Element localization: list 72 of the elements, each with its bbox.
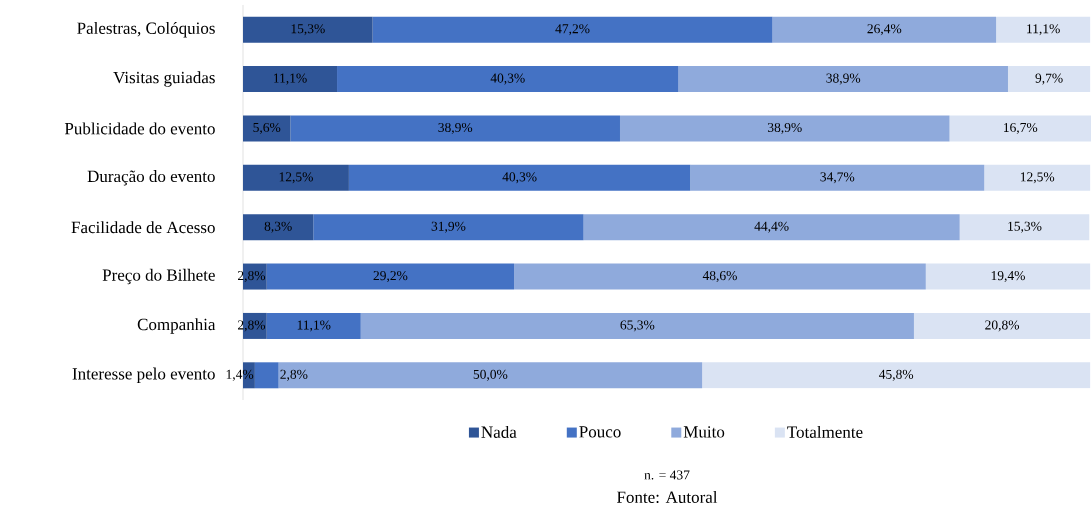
y-tick-label: Preço do Bilhete xyxy=(102,268,215,285)
legend-label: Muito xyxy=(683,426,725,438)
data-label: 38,9% xyxy=(438,122,473,134)
data-label: 38,9% xyxy=(767,122,802,134)
data-label: 5,6% xyxy=(253,122,281,134)
data-label: 38,9% xyxy=(826,73,861,85)
data-label: 2,8% xyxy=(280,369,308,381)
bar xyxy=(243,16,373,43)
text: n. = 437 xyxy=(644,470,690,480)
bar xyxy=(360,312,914,339)
data-label: 44,4% xyxy=(754,221,789,233)
y-tick-label: Visitas guiadas xyxy=(113,71,215,87)
data-label: 31,9% xyxy=(431,221,466,233)
legend-label: Pouco xyxy=(579,426,621,438)
bar xyxy=(243,214,314,241)
legend-label: Totalmente xyxy=(787,425,863,438)
data-label: 29,2% xyxy=(373,271,408,283)
data-label: 47,2% xyxy=(555,24,590,36)
data-label: 9,7% xyxy=(1035,73,1063,85)
data-label: 11,1% xyxy=(297,320,331,332)
data-label: 11,1% xyxy=(274,73,307,85)
bar xyxy=(266,312,361,339)
bar xyxy=(278,362,703,389)
y-tick-label: Palestras, Colóquios xyxy=(77,21,215,38)
y-tick-label: Publicidade do evento xyxy=(64,122,215,135)
data-label: 65,3% xyxy=(620,320,655,332)
y-tick-label: Duração do evento xyxy=(87,170,215,186)
data-label: 34,7% xyxy=(820,172,855,184)
bar xyxy=(984,164,1091,191)
data-label: 20,8% xyxy=(985,320,1020,332)
data-label: 12,5% xyxy=(279,172,313,184)
data-label: 26,4% xyxy=(867,24,902,36)
bar xyxy=(313,214,584,241)
bar xyxy=(254,362,279,389)
bar xyxy=(243,66,338,93)
bar xyxy=(290,115,620,142)
data-label: 12,5% xyxy=(1020,172,1055,184)
y-tick-label: Facilidade de Acesso xyxy=(71,221,215,234)
bar xyxy=(243,115,291,142)
bar xyxy=(337,66,679,93)
bar xyxy=(959,214,1090,241)
bar xyxy=(996,16,1091,43)
y-tick-label: Companhia xyxy=(137,318,216,334)
legend-label: Nada xyxy=(481,425,517,438)
bar xyxy=(1007,66,1091,93)
bar xyxy=(913,312,1091,339)
data-label: 48,6% xyxy=(702,271,737,283)
bar xyxy=(690,164,985,191)
source-note: Fonte: Autoral xyxy=(616,490,718,503)
data-label: 16,7% xyxy=(1004,122,1038,134)
bar xyxy=(372,16,773,43)
data-label: 45,8% xyxy=(878,369,914,381)
bar xyxy=(702,362,1091,389)
data-label: 40,3% xyxy=(490,73,525,85)
bar xyxy=(678,66,1008,93)
y-tick-label: Interesse pelo evento xyxy=(72,367,215,384)
data-label: 40,3% xyxy=(502,172,537,184)
bar xyxy=(348,164,691,191)
data-label: 8,3% xyxy=(264,221,292,233)
bar xyxy=(243,164,349,191)
data-label: 15,3% xyxy=(291,24,325,36)
data-label: 50,0% xyxy=(473,369,508,381)
bar xyxy=(949,115,1091,142)
bar xyxy=(619,115,950,142)
bar xyxy=(514,263,926,290)
data-label: 11,1% xyxy=(1027,24,1060,36)
bar xyxy=(266,263,515,290)
data-label: 15,3% xyxy=(1008,221,1042,233)
bar xyxy=(583,214,960,241)
bar xyxy=(925,263,1091,290)
bar xyxy=(772,16,997,43)
data-label: 19,4% xyxy=(991,271,1025,283)
